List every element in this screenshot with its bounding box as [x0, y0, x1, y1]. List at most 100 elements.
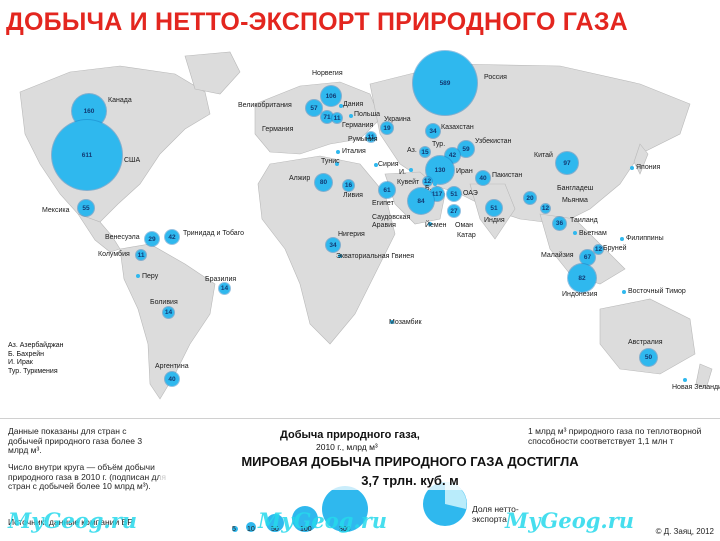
bubble-indonesia: 82 — [568, 264, 596, 292]
label-eqguinea: Экваториальная Гвинея — [336, 253, 414, 260]
label-philippines: Филиппины — [626, 235, 664, 242]
dot-mozambique — [390, 320, 394, 324]
label-peru: Перу — [142, 273, 159, 280]
label-japan: Япония — [636, 164, 661, 171]
dot-japan — [630, 166, 634, 170]
label-romania: Румыния — [348, 136, 378, 143]
label-oman: Оман — [455, 222, 474, 229]
scale-subtitle: 2010 г., млрд м³ — [316, 442, 378, 452]
scale-tick-5: 5 — [232, 526, 236, 533]
japan-shape — [633, 143, 649, 175]
greenland-shape — [184, 51, 241, 95]
label-uk: Великобритания — [238, 102, 292, 109]
watermark-center: MyGeog.ru — [258, 508, 388, 533]
label-azerbaijan: Аз. — [407, 147, 417, 154]
label-poland: Польша — [354, 111, 381, 118]
label-netherlands: Германия — [262, 126, 294, 133]
label-myanmar: Мьянма — [562, 197, 588, 204]
scale-circle-50 — [266, 514, 284, 532]
dot-tunisia — [335, 162, 339, 166]
label-qatar: Катар — [457, 232, 476, 239]
bubble-argentina: 40 — [165, 372, 179, 386]
label-tunisia: Тунис — [321, 158, 340, 165]
bubble-egypt: 61 — [379, 182, 395, 198]
abbr-item: Тур. Туркмения — [8, 367, 58, 375]
bubble-libya: 16 — [343, 180, 354, 191]
bubble-uk: 57 — [306, 100, 322, 116]
label-syria: Сирия — [378, 161, 399, 168]
africa-shape — [257, 155, 396, 345]
bubble-algeria: 80 — [315, 174, 332, 191]
label-saudi: Саудовская Аравия — [372, 214, 411, 229]
bubble-uae: 51 — [447, 187, 461, 201]
bubble-russia: 589 — [413, 51, 477, 115]
label-denmark: Дания — [343, 101, 364, 108]
label-kuwait: Кувейт — [397, 179, 420, 186]
label-mozambique: Мозамбик — [389, 319, 422, 326]
bubble-venezuela: 29 — [145, 232, 159, 246]
se-asia-shape — [539, 213, 626, 285]
label-vietnam: Вьетнам — [579, 230, 607, 237]
overlay-line-1: МИРОВАЯ ДОБЫЧА ПРИРОДНОГО ГАЗА ДОСТИГЛА — [241, 454, 579, 469]
label-yemen: Йемен — [425, 222, 447, 229]
bubble-nigeria: 34 — [326, 238, 340, 252]
bubble-norway: 106 — [321, 86, 341, 106]
scale-circle-5 — [232, 526, 238, 532]
label-thailand: Таиланд — [570, 217, 598, 224]
label-pakistan: Пакистан — [492, 172, 523, 179]
label-turkmenistan: Тур. — [432, 141, 446, 148]
export-share-label: Доля нетто-экспорта — [472, 504, 519, 524]
bubble-uzbekistan: 59 — [458, 141, 474, 157]
label-egypt: Египет — [372, 200, 394, 207]
label-colombia: Колумбия — [98, 251, 130, 258]
bubble-india: 51 — [486, 200, 502, 216]
dot-italy — [336, 150, 340, 154]
bubble-brunei: 12 — [594, 245, 603, 254]
bubble-australia: 50 — [640, 349, 657, 366]
bubble-pakistan: 40 — [476, 171, 490, 185]
dot-poland — [349, 114, 353, 118]
legend-source: Источник: данные компании BP — [8, 517, 133, 527]
bubble-thailand: 36 — [553, 217, 566, 230]
label-usa: США — [124, 157, 141, 164]
dot-vietnam — [573, 231, 577, 235]
scale-tick-100: 100 — [300, 526, 312, 533]
bubble-brazil: 14 — [219, 283, 230, 294]
dot-eqguinea — [338, 254, 342, 258]
label-ukraine: Украина — [384, 116, 411, 123]
bubble-oman: 27 — [448, 205, 460, 217]
abbr-item: Аз. Азербайджан — [8, 342, 64, 349]
bubble-malaysia: 67 — [580, 250, 595, 265]
label-malaysia: Малайзия — [541, 252, 574, 259]
bubble-kazakhstan: 34 — [426, 124, 440, 138]
copyright: © Д. Заяц, 2012 — [655, 527, 714, 536]
label-canada: Канада — [108, 97, 132, 104]
scale-tick-50: 50 — [271, 526, 279, 533]
bubble-usa: 611 — [52, 120, 122, 190]
scale-title: Добыча природного газа, — [280, 429, 420, 441]
label-easttimor: Восточный Тимор — [628, 288, 686, 295]
australia-shape — [599, 298, 696, 375]
watermark-right: MyGeog.ru — [505, 508, 635, 533]
bubble-trinidad: 42 — [165, 230, 179, 244]
label-newzealand: Новая Зеландия — [672, 384, 720, 391]
dot-yemen — [428, 222, 432, 226]
map-title: ДОБЫЧА И НЕТТО-ЭКСПОРТ ПРИРОДНОГО ГАЗА — [6, 8, 628, 36]
label-algeria: Алжир — [289, 175, 311, 182]
dot-newzealand — [683, 378, 687, 382]
bubble-myanmar: 12 — [541, 204, 550, 213]
label-mexico: Мексика — [42, 207, 70, 214]
bubble-azerbaijan: 15 — [420, 147, 430, 157]
new-zealand-shape — [695, 363, 713, 390]
scale-circle-10 — [246, 522, 256, 532]
europe-shape — [254, 81, 381, 155]
label-uae: ОАЭ — [463, 190, 478, 197]
bubble-colombia: 11 — [136, 250, 146, 260]
label-nigeria: Нигерия — [338, 231, 365, 238]
dot-bahrain — [433, 182, 437, 186]
overlay-line-2: 3,7 трлн. куб. м — [361, 473, 459, 488]
scale-circle-100 — [292, 506, 318, 532]
label-bolivia: Боливия — [150, 299, 178, 306]
label-italy: Италия — [342, 148, 366, 155]
